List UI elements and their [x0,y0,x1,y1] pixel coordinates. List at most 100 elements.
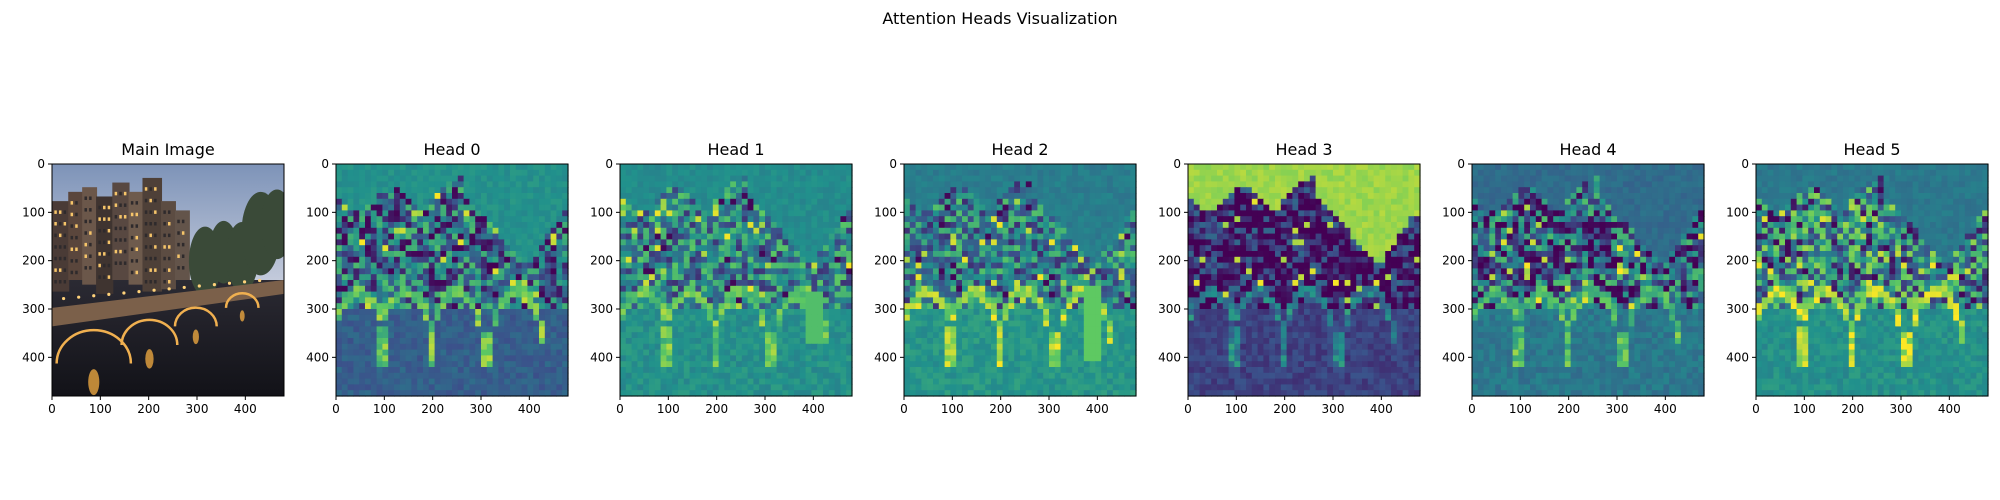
y-tick-label: 0 [37,157,45,171]
x-tick-label: 0 [48,402,56,416]
y-tick-label: 0 [889,157,897,171]
x-tick-label: 200 [421,402,444,416]
main-image [52,164,284,396]
y-tick-label: 100 [306,205,329,219]
axes-frame [51,163,285,397]
y-tick-label: 300 [1158,302,1181,316]
x-tick-label: 100 [941,402,964,416]
x-tick-label: 300 [1606,402,1629,416]
y-tick-label: 100 [22,205,45,219]
panel-3: Head 2 0 100 200 300 400 0 100 200 300 400 [874,140,1137,416]
x-tick-label: 100 [1793,402,1816,416]
y-tick-label: 100 [590,205,613,219]
x-tick-label: 300 [470,402,493,416]
panel-title: Main Image [121,140,214,159]
y-tick-label: 400 [306,350,329,364]
x-tick-label: 200 [989,402,1012,416]
panel-6: Head 5 0 100 200 300 400 0 100 200 300 400 [1726,140,1989,416]
panel-2: Head 1 0 100 200 300 400 0 100 200 300 400 [590,140,853,416]
axes-frame [335,163,569,397]
y-tick-label: 400 [1726,350,1749,364]
x-tick-label: 400 [802,402,825,416]
x-tick-label: 400 [1086,402,1109,416]
y-tick-label: 300 [22,302,45,316]
y-tick-label: 0 [1741,157,1749,171]
attention-heatmap [1756,164,1989,397]
y-tick-label: 200 [590,254,613,268]
y-tick-label: 200 [306,254,329,268]
x-tick-label: 400 [1654,402,1677,416]
y-tick-label: 200 [22,254,45,268]
x-tick-label: 0 [1468,402,1476,416]
x-tick-label: 400 [1938,402,1961,416]
x-tick-label: 100 [1509,402,1532,416]
panel-title: Head 2 [991,140,1048,159]
y-tick-label: 400 [590,350,613,364]
x-tick-label: 0 [900,402,908,416]
panel-title: Head 1 [707,140,764,159]
x-tick-label: 300 [1322,402,1345,416]
panel-5: Head 4 0 100 200 300 400 0 100 200 300 400 [1442,140,1705,416]
x-tick-label: 200 [1557,402,1580,416]
y-tick-label: 300 [1726,302,1749,316]
y-tick-label: 200 [1442,254,1465,268]
y-tick-label: 0 [1457,157,1465,171]
attention-heatmap [620,164,853,397]
x-tick-label: 300 [1038,402,1061,416]
x-tick-label: 0 [1752,402,1760,416]
panel-title: Head 3 [1275,140,1332,159]
x-tick-label: 100 [657,402,680,416]
x-tick-label: 300 [186,402,209,416]
panel-0: Main Image 0 100 200 300 400 0 100 200 300 400 [22,140,285,416]
y-tick-label: 0 [1173,157,1181,171]
y-tick-label: 0 [605,157,613,171]
x-tick-label: 200 [1841,402,1864,416]
y-tick-label: 300 [874,302,897,316]
y-tick-label: 400 [1158,350,1181,364]
x-tick-label: 0 [332,402,340,416]
panel-title: Head 4 [1559,140,1616,159]
y-tick-label: 100 [1442,205,1465,219]
y-tick-label: 100 [874,205,897,219]
panel-title: Head 5 [1843,140,1900,159]
y-tick-label: 0 [321,157,329,171]
y-tick-label: 400 [1442,350,1465,364]
x-tick-label: 100 [1225,402,1248,416]
x-tick-label: 200 [137,402,160,416]
attention-heatmap [1188,164,1421,397]
x-tick-label: 200 [1273,402,1296,416]
y-tick-label: 300 [1442,302,1465,316]
x-tick-label: 300 [754,402,777,416]
x-tick-label: 0 [1184,402,1192,416]
axes-frame [619,163,853,397]
panel-1: Head 0 0 100 200 300 400 0 100 200 300 400 [306,140,569,416]
panel-title: Head 0 [423,140,480,159]
y-tick-label: 400 [874,350,897,364]
x-tick-label: 100 [373,402,396,416]
y-tick-label: 400 [22,350,45,364]
axes-frame [903,163,1137,397]
x-tick-label: 100 [89,402,112,416]
attention-heatmap [336,164,569,397]
y-tick-label: 200 [874,254,897,268]
x-tick-label: 300 [1890,402,1913,416]
y-tick-label: 100 [1726,205,1749,219]
attention-heatmap [904,164,1137,397]
axes-frame [1471,163,1705,397]
axes-frame [1187,163,1421,397]
x-tick-label: 400 [234,402,257,416]
x-tick-label: 200 [705,402,728,416]
y-tick-label: 300 [306,302,329,316]
axes-frame [1755,163,1989,397]
x-tick-label: 400 [518,402,541,416]
panel-4: Head 3 0 100 200 300 400 0 100 200 300 400 [1158,140,1421,416]
y-tick-label: 200 [1158,254,1181,268]
x-tick-label: 400 [1370,402,1393,416]
y-tick-label: 200 [1726,254,1749,268]
y-tick-label: 100 [1158,205,1181,219]
x-tick-label: 0 [616,402,624,416]
y-tick-label: 300 [590,302,613,316]
attention-heatmap [1472,164,1705,397]
figure-title: Attention Heads Visualization [882,9,1117,28]
